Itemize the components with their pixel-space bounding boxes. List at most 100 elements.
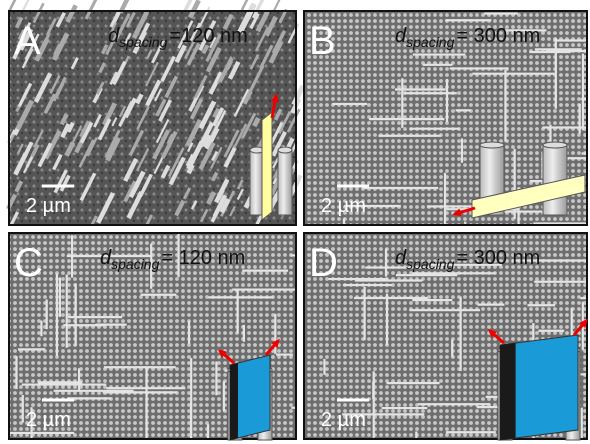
- nanowire: [55, 12, 66, 28]
- nanowire: [79, 121, 94, 144]
- nanowire: [205, 33, 222, 63]
- nanowire: [60, 123, 71, 139]
- nanowire: [84, 0, 98, 20]
- nanowire: [252, 116, 261, 128]
- nanowire: [124, 32, 132, 44]
- nanowire: [43, 129, 62, 160]
- nanowire: [45, 17, 57, 36]
- nanowire: [118, 105, 127, 118]
- panel-border: [8, 232, 297, 440]
- nanowire: [228, 60, 241, 80]
- nanowire: [79, 172, 97, 202]
- nanowire: [155, 98, 167, 117]
- spacing-value: = 300 nm: [456, 247, 540, 269]
- nanowire: [286, 108, 301, 133]
- nanowire: [160, 55, 176, 82]
- nanowire: [95, 81, 105, 95]
- nanowire: [185, 119, 203, 148]
- nanowire: [145, 214, 154, 226]
- nanowire: [255, 10, 270, 33]
- nanowire: [199, 208, 209, 223]
- nanowire: [43, 93, 57, 115]
- spacing-label: dspacing =120 nm: [108, 25, 248, 50]
- nanowire: [240, 0, 249, 11]
- arrow-head: [271, 93, 279, 103]
- nanowire: [109, 22, 117, 36]
- nanowire: [194, 74, 208, 99]
- nanowire: [208, 71, 224, 95]
- nanowire: [136, 147, 150, 172]
- nanowire: [187, 142, 194, 153]
- scale-label: 2 µm: [321, 409, 366, 431]
- nanowire: [79, 120, 90, 138]
- nanowire: [145, 61, 159, 87]
- nanowire: [123, 157, 139, 182]
- nanoplate: [261, 110, 273, 222]
- nanowire: [189, 98, 204, 120]
- nanowire: [111, 117, 118, 127]
- nanowire: [217, 56, 233, 84]
- nanowire: [223, 129, 240, 158]
- nanowire: [254, 26, 269, 52]
- nanowire: [118, 101, 134, 127]
- scale-label: 2 µm: [26, 409, 71, 431]
- nanowire: [243, 2, 256, 23]
- nanowire: [65, 4, 78, 24]
- nanowire: [15, 99, 35, 131]
- nanowire: [104, 129, 121, 159]
- spacing-value: = 300 nm: [456, 25, 540, 47]
- panel-border: [303, 10, 588, 226]
- nanowire: [187, 0, 201, 19]
- nanowire: [7, 0, 17, 12]
- nanowire: [160, 164, 171, 179]
- nanowire: [219, 57, 234, 83]
- nanowire: [33, 129, 44, 148]
- pillar-top: [277, 146, 293, 154]
- nanowire: [114, 12, 131, 42]
- nanowire: [37, 142, 53, 168]
- nanowire: [125, 11, 136, 28]
- nanowire: [118, 0, 130, 14]
- nanowire: [164, 75, 179, 99]
- spacing-symbol: d: [395, 247, 407, 269]
- nanowire: [201, 133, 212, 148]
- panel-letter: D: [309, 241, 338, 285]
- nanowire: [21, 48, 34, 69]
- arrow-head: [217, 349, 227, 358]
- nanowire: [51, 32, 70, 62]
- spacing-label: dspacing = 120 nm: [100, 247, 245, 272]
- nanowire: [209, 36, 217, 49]
- spacing-value: = 120 nm: [161, 247, 245, 269]
- nanowire: [236, 188, 244, 201]
- nanowire: [52, 76, 67, 102]
- nanowire: [210, 171, 219, 182]
- scale-label: 2 µm: [26, 195, 71, 217]
- nanowire: [86, 137, 98, 157]
- nanowire: [53, 169, 68, 194]
- nanowire: [222, 13, 234, 30]
- nanowire: [151, 38, 166, 64]
- nanowire: [198, 141, 216, 171]
- nanowire: [264, 15, 278, 37]
- panel-letter: A: [14, 19, 41, 63]
- nanowire: [158, 99, 172, 122]
- nanowire: [131, 10, 150, 40]
- nanowire: [185, 153, 194, 167]
- pillar-top: [542, 141, 568, 149]
- nanowire: [186, 42, 201, 66]
- pillar: [277, 149, 293, 216]
- nanowire: [33, 72, 53, 103]
- nanowire: [236, 179, 244, 190]
- pillar-top: [479, 141, 505, 149]
- nanowire: [14, 16, 24, 29]
- arrow-head: [271, 338, 280, 348]
- spacing-symbol: d: [100, 247, 112, 269]
- nanowire: [78, 139, 95, 168]
- nanowire: [271, 130, 287, 157]
- scale-label: 2 µm: [321, 195, 366, 217]
- nanowire: [22, 0, 30, 11]
- spacing-value: =120 nm: [169, 25, 247, 47]
